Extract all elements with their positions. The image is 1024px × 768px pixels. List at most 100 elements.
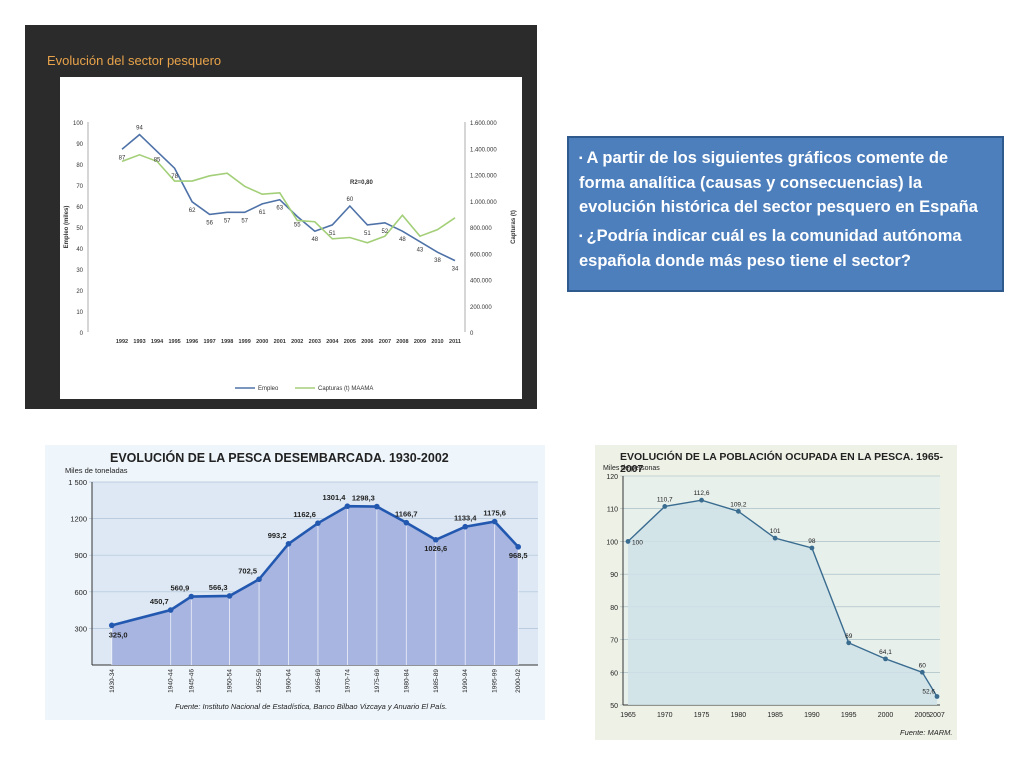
data-label: 702,5 xyxy=(238,566,257,575)
x-tick-label: 1996 xyxy=(186,339,198,345)
x-tick-label: 2006 xyxy=(361,339,373,345)
chart-pesca-desembarcada-svg: 300 600 900 1200 1 500 Miles de toneladas 325,… xyxy=(65,466,538,693)
y-tick-label: 90 xyxy=(610,572,618,579)
y-tick-right-label: 1.400.000 xyxy=(470,147,497,153)
chart-poblacion-ocupada: EVOLUCIÓN DE LA POBLACIÓN OCUPADA EN LA … xyxy=(595,445,957,740)
data-label: 98 xyxy=(808,538,816,545)
y-tick-label: 120 xyxy=(606,474,618,481)
data-label: 64,1 xyxy=(879,649,892,656)
x-tick-label: 2003 xyxy=(309,339,321,345)
data-label: 112,6 xyxy=(694,490,710,497)
data-point xyxy=(699,497,704,503)
y-tick-right-label: 800.000 xyxy=(470,226,492,232)
data-label: 993,2 xyxy=(268,531,287,540)
data-label: 48 xyxy=(311,237,318,243)
x-tick-label: 2000-02 xyxy=(515,669,522,693)
data-point xyxy=(809,545,815,551)
x-tick-label: 1995 xyxy=(841,712,857,719)
data-point xyxy=(403,519,410,526)
data-label: 62 xyxy=(189,208,196,214)
chart-source: Fuente: Instituto Nacional de Estadístic… xyxy=(175,702,448,711)
series-line xyxy=(627,499,938,697)
y-tick-label: 300 xyxy=(74,624,87,633)
y-tick-right-label: 1.000.000 xyxy=(470,200,497,206)
data-point xyxy=(625,539,631,544)
data-point xyxy=(285,541,292,547)
data-point xyxy=(515,544,522,550)
y-tick-label: 60 xyxy=(610,670,618,677)
x-tick-label: 1955-59 xyxy=(256,669,263,693)
y-tick-right-label: 200.000 xyxy=(470,305,492,311)
y-tick-left-label: 0 xyxy=(80,331,84,337)
x-tick-label: 1985-89 xyxy=(433,669,440,693)
x-tick-label: 2005 xyxy=(914,712,930,719)
data-point xyxy=(315,520,321,526)
data-label: 55 xyxy=(294,223,301,229)
x-tick-label: 1970-74 xyxy=(344,669,351,693)
data-point xyxy=(167,607,174,613)
x-tick-label: 1995 xyxy=(168,339,180,345)
y-tick-label: 1200 xyxy=(70,515,87,524)
data-label: 94 xyxy=(136,126,143,132)
data-point xyxy=(344,503,351,510)
data-label: 87 xyxy=(119,155,126,161)
data-label: 560,9 xyxy=(171,584,190,593)
x-tick-label: 2009 xyxy=(414,339,426,345)
data-label: 100 xyxy=(632,539,643,546)
x-tick-label: 1980-84 xyxy=(403,669,410,693)
data-point xyxy=(108,622,115,629)
y-tick-left-label: 90 xyxy=(76,142,83,148)
x-tick-label: 2000 xyxy=(878,712,894,719)
y-tick-label: 70 xyxy=(610,638,618,645)
x-tick-label: 1965-69 xyxy=(315,669,322,693)
data-label: 1026,6 xyxy=(424,544,447,553)
data-label: 101 xyxy=(770,528,781,535)
x-tick-label: 2010 xyxy=(431,339,443,345)
x-tick-label: 1992 xyxy=(116,339,128,345)
data-point xyxy=(188,593,195,600)
data-label: 1162,6 xyxy=(293,510,316,519)
x-tick-label: 1975 xyxy=(694,712,710,719)
series-line-capturas xyxy=(121,153,456,244)
x-tick-label: 1980 xyxy=(731,712,747,719)
x-tick-label: 1999 xyxy=(239,339,251,345)
data-label: 566,3 xyxy=(209,583,228,592)
y-tick-label: 50 xyxy=(610,703,618,710)
data-label: 56 xyxy=(206,220,213,226)
y-tick-label: 80 xyxy=(610,605,618,612)
data-label: 61 xyxy=(259,210,266,216)
data-label: 450,7 xyxy=(150,597,169,606)
chart-title: EVOLUCIÓN DE LA POBLACIÓN OCUPADA EN LA … xyxy=(620,451,944,475)
legend-label: Empleo xyxy=(258,386,279,392)
x-tick-label: 1985 xyxy=(767,712,783,719)
chart-pesca-desembarcada: EVOLUCIÓN DE LA PESCA DESEMBARCADA. 1930… xyxy=(45,445,545,720)
x-tick-label: 1940-44 xyxy=(168,669,175,693)
y-tick-left-label: 10 xyxy=(76,310,83,316)
data-label: 63 xyxy=(276,206,283,212)
data-point xyxy=(226,593,233,599)
y-tick-right-label: 1.200.000 xyxy=(470,174,497,180)
y-tick-left-label: 20 xyxy=(76,289,83,295)
chart-title: Evolución del sector pesquero xyxy=(47,53,222,68)
data-label: 38 xyxy=(434,258,441,264)
y-tick-left-label: 60 xyxy=(76,205,83,211)
data-label: 1298,3 xyxy=(352,494,375,503)
data-point xyxy=(919,669,925,675)
area-fill xyxy=(628,500,937,705)
data-point xyxy=(432,536,439,543)
bullet-item: ▪ A partir de los siguientes gráficos com… xyxy=(579,146,992,219)
data-label: 1175,6 xyxy=(483,509,506,518)
data-label: 52,6 xyxy=(922,688,935,695)
y-tick-left-label: 100 xyxy=(73,121,84,127)
data-label: 78 xyxy=(171,174,178,180)
data-label: 110,7 xyxy=(657,496,673,503)
y-axis-label: Miles de personas xyxy=(603,465,660,472)
y-tick-label: 110 xyxy=(607,507,618,514)
x-tick-label: 1965 xyxy=(620,712,636,719)
bullet-marker: ▪ xyxy=(579,231,583,242)
y-axis-right-label: Capturas (t) xyxy=(511,210,517,244)
y-tick-right-label: 600.000 xyxy=(470,252,492,258)
y-tick-left-label: 50 xyxy=(76,226,83,232)
data-label: 43 xyxy=(417,248,424,254)
bullet-text: ¿Podría indicar cuál es la comunidad aut… xyxy=(579,227,962,270)
